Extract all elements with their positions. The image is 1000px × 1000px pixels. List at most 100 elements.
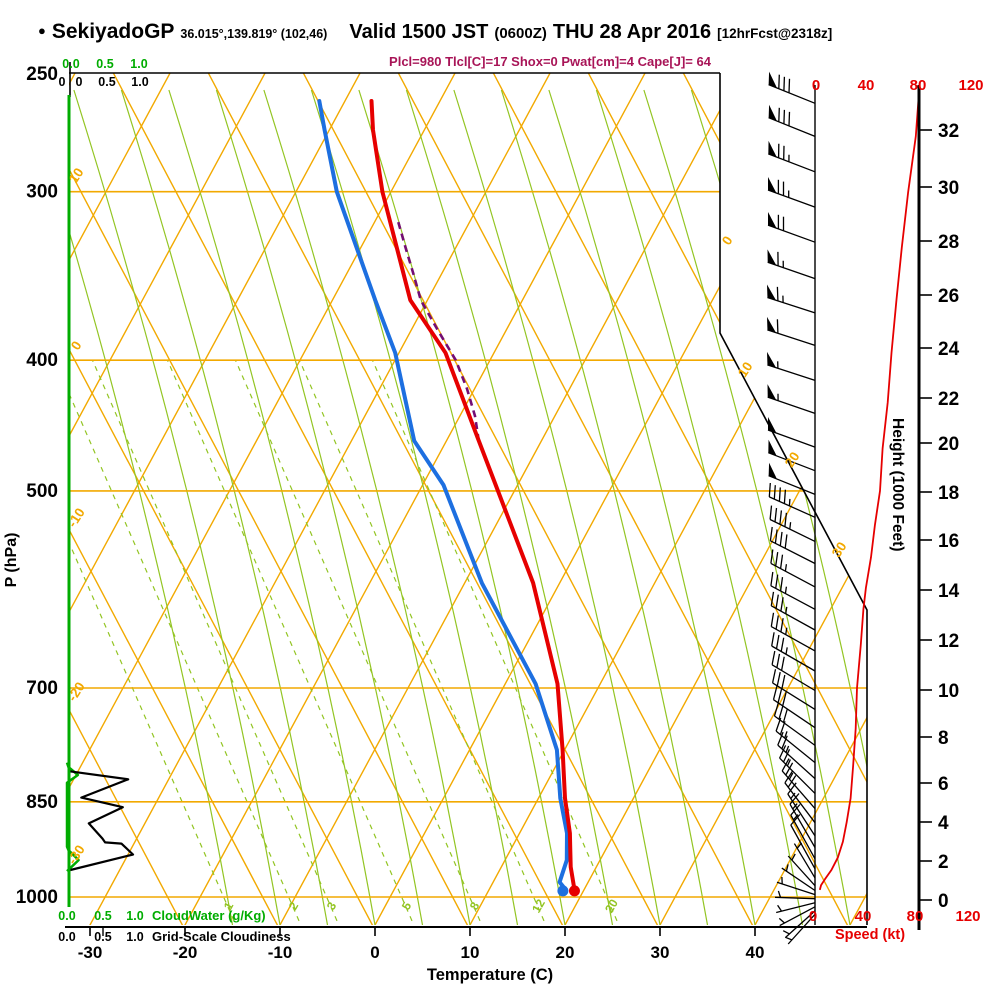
wind-barb bbox=[770, 612, 816, 652]
svg-text:20: 20 bbox=[602, 896, 621, 915]
svg-text:0.5: 0.5 bbox=[94, 930, 111, 944]
dewpoint-curve bbox=[317, 99, 569, 892]
wind-barb bbox=[790, 804, 816, 860]
svg-text:8: 8 bbox=[938, 728, 949, 749]
wind-barb bbox=[793, 842, 816, 879]
svg-text:30: 30 bbox=[829, 539, 850, 560]
wind-barb bbox=[773, 702, 816, 746]
temperature-axis-label: Temperature (C) bbox=[427, 966, 553, 984]
cloud-water-label: CloudWater (g/Kg) bbox=[152, 908, 266, 923]
wind-barb bbox=[768, 439, 816, 472]
station-name: SekiyadoGP bbox=[51, 20, 175, 43]
svg-text:1.0: 1.0 bbox=[131, 75, 148, 89]
svg-text:40: 40 bbox=[858, 77, 875, 94]
wind-speed-curve bbox=[818, 100, 920, 891]
svg-text:-20: -20 bbox=[173, 943, 198, 962]
wind-barb bbox=[768, 71, 816, 104]
wind-barb bbox=[781, 864, 816, 892]
svg-text:8: 8 bbox=[467, 899, 483, 912]
wind-barb bbox=[771, 650, 816, 692]
wind-barb bbox=[778, 906, 816, 927]
svg-text:-30: -30 bbox=[78, 943, 103, 962]
svg-text:22: 22 bbox=[938, 389, 959, 410]
wind-barb bbox=[767, 176, 816, 208]
wind-barb bbox=[767, 249, 816, 280]
svg-text:10: 10 bbox=[735, 359, 756, 380]
station-coordinates: 36.015°,139.819° (102,46) bbox=[180, 27, 328, 41]
wind-barbs bbox=[766, 71, 816, 945]
wind-barb bbox=[772, 685, 816, 729]
svg-text:16: 16 bbox=[938, 531, 959, 552]
svg-text:1000: 1000 bbox=[16, 887, 58, 908]
temperature-axis: -30 -20 -10 0 10 20 30 40 Temperature (C) bbox=[78, 927, 764, 984]
svg-text:0.0: 0.0 bbox=[58, 930, 75, 944]
svg-text:0: 0 bbox=[809, 908, 817, 925]
svg-text:4: 4 bbox=[938, 813, 949, 834]
dewpoint-surface-dot bbox=[557, 885, 569, 897]
wind-barb bbox=[770, 591, 816, 631]
svg-text:20: 20 bbox=[938, 434, 959, 455]
wind-barb bbox=[767, 384, 816, 415]
svg-text:20: 20 bbox=[556, 943, 575, 962]
svg-text:26: 26 bbox=[938, 286, 959, 307]
svg-text:6: 6 bbox=[938, 774, 949, 795]
wind-barb bbox=[770, 571, 816, 610]
svg-text:120: 120 bbox=[955, 908, 980, 925]
svg-text:0.5: 0.5 bbox=[94, 909, 111, 923]
svg-text:12: 12 bbox=[938, 631, 959, 652]
svg-text:14: 14 bbox=[938, 581, 960, 602]
cloudiness-label: Grid-Scale Cloudiness bbox=[152, 929, 291, 944]
svg-text:1.0: 1.0 bbox=[130, 57, 147, 71]
wind-barb bbox=[777, 731, 816, 780]
cloud-scales: 0.0 0.5 1.0 0 0 0.5 1.0 0.0 0.5 1.0 0.0 0.5 1.0 Cloud… bbox=[58, 57, 290, 944]
wind-barb bbox=[790, 814, 816, 870]
wind-barb bbox=[776, 876, 816, 896]
svg-text:400: 400 bbox=[26, 350, 58, 371]
svg-text:30: 30 bbox=[938, 178, 959, 199]
wind-barb bbox=[768, 482, 816, 518]
svg-text:0: 0 bbox=[812, 77, 820, 94]
wind-barb bbox=[771, 669, 816, 710]
wind-barb bbox=[768, 104, 816, 138]
wind-barb bbox=[766, 316, 816, 347]
svg-text:80: 80 bbox=[907, 908, 924, 925]
mixing-ratio-lines bbox=[69, 359, 622, 925]
svg-text:40: 40 bbox=[855, 908, 872, 925]
svg-text:850: 850 bbox=[26, 792, 58, 813]
wind-barb bbox=[771, 632, 816, 672]
valid-date: THU 28 Apr 2016 bbox=[552, 21, 712, 43]
wind-barb bbox=[770, 549, 816, 588]
chart-title: ● SekiyadoGP 36.015°,139.819° (102,46) Vali… bbox=[38, 20, 988, 44]
svg-text:300: 300 bbox=[26, 182, 58, 203]
svg-text:0.5: 0.5 bbox=[98, 75, 115, 89]
valid-time-utc: (0600Z) bbox=[494, 25, 547, 42]
wind-barb bbox=[768, 462, 816, 496]
wind-barb bbox=[774, 890, 816, 900]
svg-text:1.0: 1.0 bbox=[126, 909, 143, 923]
svg-text:1.0: 1.0 bbox=[126, 930, 143, 944]
svg-text:0: 0 bbox=[59, 75, 66, 89]
svg-text:0: 0 bbox=[370, 943, 379, 962]
svg-text:-10: -10 bbox=[268, 943, 293, 962]
svg-text:28: 28 bbox=[938, 232, 959, 253]
svg-text:32: 32 bbox=[938, 121, 959, 142]
wind-barb bbox=[768, 140, 816, 173]
height-axis-label: Height (1000 Feet) bbox=[889, 418, 906, 552]
svg-text:10: 10 bbox=[461, 943, 480, 962]
valid-time: Valid 1500 JST bbox=[349, 21, 489, 43]
svg-text:0: 0 bbox=[76, 75, 83, 89]
svg-text:500: 500 bbox=[26, 481, 58, 502]
moist-adiabat-lines bbox=[69, 89, 867, 925]
svg-text:18: 18 bbox=[938, 483, 959, 504]
svg-text:10: 10 bbox=[938, 681, 959, 702]
svg-text:0.0: 0.0 bbox=[58, 909, 75, 923]
sounding-indices: Plcl=980 Tlcl[C]=17 Shox=0 Pwat[cm]=4 Ca… bbox=[389, 54, 711, 69]
speed-axis-label: Speed (kt) bbox=[835, 927, 905, 943]
cloudiness-curve bbox=[69, 770, 135, 872]
wind-barb bbox=[766, 284, 816, 314]
svg-text:12: 12 bbox=[529, 896, 548, 915]
svg-text:20: 20 bbox=[782, 449, 803, 470]
